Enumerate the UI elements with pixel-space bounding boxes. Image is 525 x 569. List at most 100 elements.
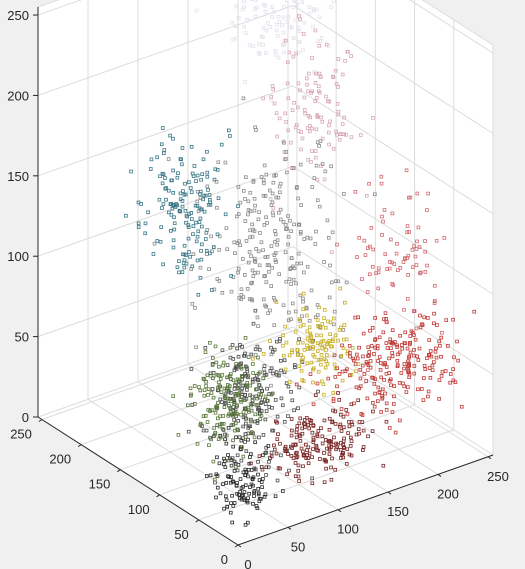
data-point — [336, 279, 341, 284]
data-point — [257, 347, 262, 352]
data-point — [289, 444, 293, 449]
data-point — [340, 343, 344, 348]
data-point — [434, 355, 439, 360]
data-point — [370, 264, 375, 269]
data-point — [407, 230, 411, 234]
data-point — [336, 57, 341, 61]
data-point — [422, 315, 426, 320]
data-point — [230, 520, 234, 525]
data-point — [382, 208, 387, 212]
data-point — [390, 351, 394, 355]
data-point — [298, 324, 303, 329]
data-point — [198, 388, 203, 393]
data-point — [396, 268, 400, 273]
data-point — [403, 341, 408, 346]
data-point — [448, 380, 453, 385]
data-point — [186, 429, 191, 434]
data-point — [317, 144, 321, 148]
data-point — [345, 447, 350, 452]
data-point — [329, 250, 334, 255]
data-point — [310, 455, 314, 459]
data-point — [332, 362, 337, 367]
data-point — [347, 344, 352, 348]
data-point — [269, 94, 274, 99]
data-point — [251, 371, 255, 375]
data-point — [261, 193, 266, 198]
data-point — [317, 305, 321, 310]
data-point — [427, 366, 432, 370]
data-point — [305, 329, 310, 334]
grid-line — [292, 165, 494, 295]
data-point — [353, 361, 358, 366]
data-point — [204, 474, 209, 478]
data-point — [136, 221, 141, 226]
data-point — [391, 402, 396, 406]
data-point — [236, 204, 240, 208]
data-point — [274, 300, 279, 304]
data-point — [168, 229, 173, 233]
data-point — [430, 368, 435, 372]
data-point — [221, 414, 226, 418]
data-point — [250, 222, 254, 227]
data-point — [376, 266, 381, 271]
data-point — [423, 249, 428, 254]
data-point — [286, 96, 291, 101]
data-point — [337, 328, 342, 332]
data-point — [379, 174, 384, 179]
data-point — [312, 176, 317, 180]
data-point — [280, 403, 285, 408]
data-point — [301, 453, 306, 458]
data-point — [244, 421, 248, 426]
x-tick-mark — [387, 491, 392, 495]
data-point — [232, 418, 236, 422]
data-point — [220, 373, 225, 377]
data-point — [322, 308, 327, 312]
data-point — [253, 353, 258, 357]
data-point — [231, 357, 236, 361]
data-point — [293, 329, 298, 334]
data-point — [274, 28, 279, 33]
data-point — [306, 71, 311, 76]
data-point — [202, 393, 207, 398]
data-point — [261, 433, 266, 437]
data-point — [256, 217, 261, 222]
data-point — [392, 394, 396, 399]
data-point — [339, 456, 343, 460]
y-tick-label: 0 — [221, 552, 228, 567]
data-point — [331, 339, 335, 343]
z-tick-label: 200 — [7, 88, 29, 103]
data-point — [398, 418, 402, 423]
data-point — [192, 164, 197, 168]
data-point — [363, 253, 368, 257]
data-point — [297, 222, 302, 227]
data-point — [223, 160, 228, 165]
data-point — [269, 244, 274, 249]
data-point — [412, 333, 416, 337]
data-point — [253, 14, 258, 19]
data-point — [296, 251, 301, 256]
data-point — [231, 438, 235, 443]
data-point — [256, 270, 260, 275]
data-point — [315, 313, 320, 317]
data-point — [307, 325, 312, 330]
data-point — [365, 290, 370, 294]
data-point — [337, 137, 342, 142]
data-point — [201, 414, 206, 418]
data-point — [261, 26, 266, 30]
data-point — [205, 175, 210, 179]
grid-line — [87, 398, 289, 528]
data-point — [331, 146, 336, 151]
data-point — [295, 185, 299, 189]
data-point — [188, 386, 193, 391]
data-point — [361, 428, 366, 433]
data-point — [428, 375, 433, 380]
data-point — [362, 372, 367, 376]
data-point — [344, 408, 349, 412]
data-point — [243, 351, 247, 356]
data-point — [338, 448, 343, 452]
data-point — [179, 157, 183, 162]
data-point — [315, 349, 320, 353]
data-point — [381, 463, 386, 468]
data-point — [365, 396, 370, 401]
data-point — [319, 426, 323, 430]
